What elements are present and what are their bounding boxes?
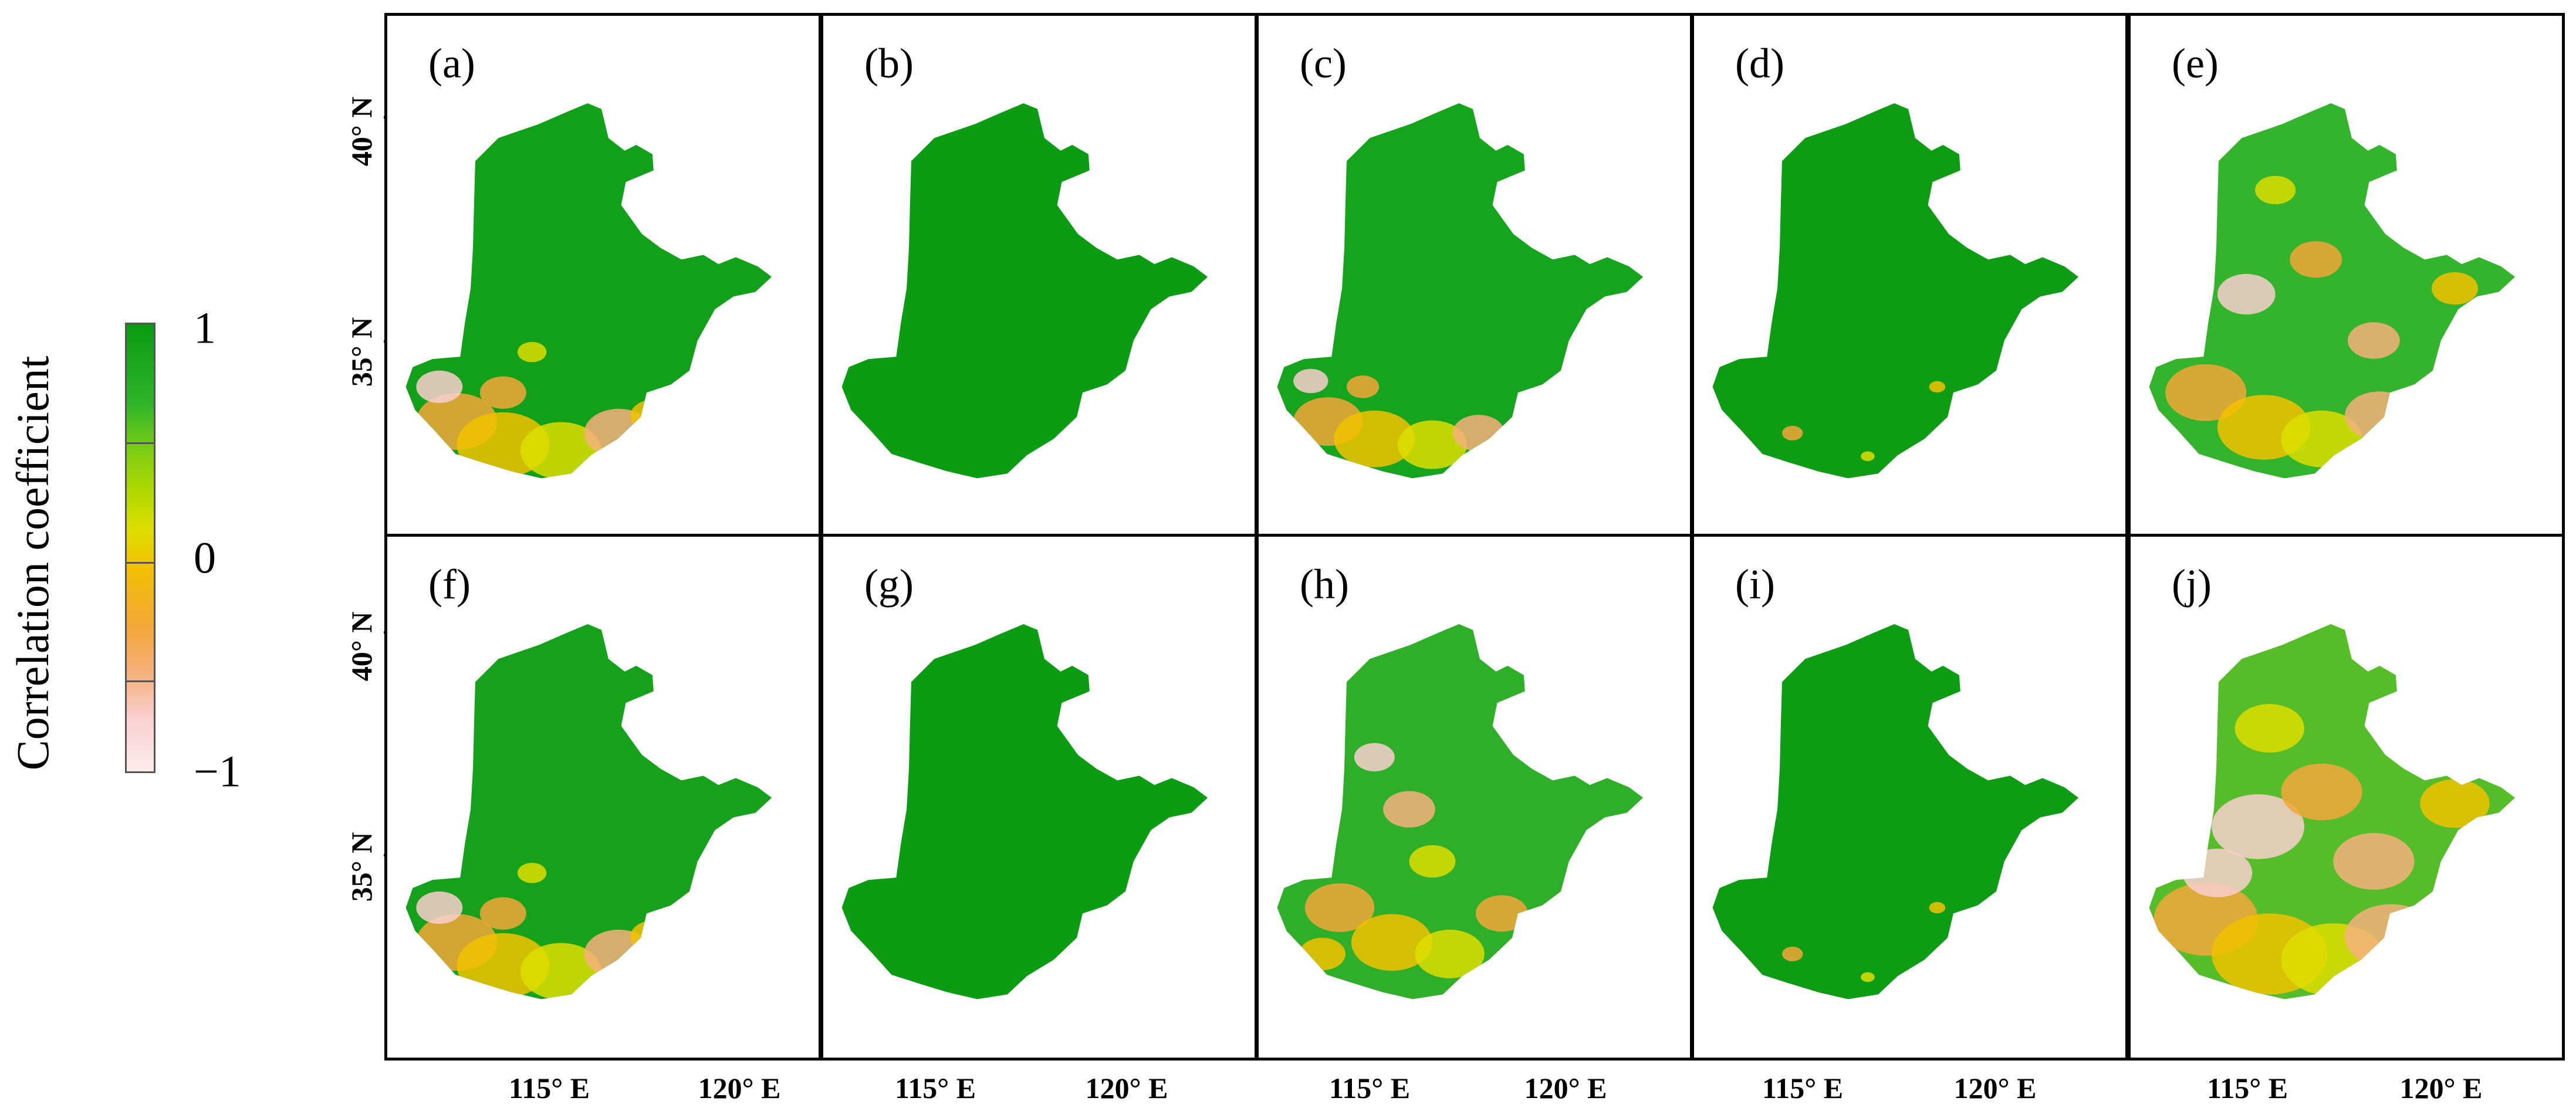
correlation-patch xyxy=(1397,420,1468,469)
colorbar-label-max: 1 xyxy=(194,303,216,353)
correlation-patch xyxy=(517,862,547,883)
colorbar-label-zero: 0 xyxy=(194,533,216,583)
panel-label: (j) xyxy=(2172,561,2212,608)
correlation-patch xyxy=(2217,274,2276,315)
correlation-patch xyxy=(1929,381,1946,393)
correlation-patch xyxy=(416,891,463,924)
correlation-patch xyxy=(479,376,526,409)
correlation-patch xyxy=(2182,848,2253,897)
colorbar-tick xyxy=(125,562,155,564)
lon-label-120e: 120° E xyxy=(1953,1072,2037,1105)
study-region xyxy=(1712,624,2079,1000)
correlation-patch xyxy=(1409,845,1456,878)
panel-label: (c) xyxy=(1300,40,1347,87)
correlation-patch xyxy=(1299,937,1346,970)
colorbar-label-min: −1 xyxy=(194,747,241,797)
correlation-patch xyxy=(1861,451,1875,462)
correlation-patch xyxy=(1351,914,1432,971)
correlation-patch xyxy=(2345,904,2438,970)
panel-label: (g) xyxy=(864,561,914,608)
correlation-patch xyxy=(1929,902,1946,914)
lon-label-115e: 115° E xyxy=(894,1072,976,1105)
correlation-patch xyxy=(2432,272,2478,305)
correlation-patch xyxy=(2255,175,2296,205)
map-panel: (b) xyxy=(820,13,1257,540)
map-panel: (f) xyxy=(384,534,822,1061)
correlation-patch xyxy=(2345,391,2415,441)
map-panel: (e) xyxy=(2128,13,2565,540)
correlation-patch xyxy=(1781,946,1803,961)
lon-label-115e: 115° E xyxy=(2206,1072,2288,1105)
panel-label: (e) xyxy=(2172,40,2219,87)
correlation-patch xyxy=(2420,779,2490,828)
map-panel: (i) xyxy=(1691,534,2128,1061)
correlation-patch xyxy=(2212,794,2304,859)
correlation-patch xyxy=(2165,364,2247,421)
correlation-patch xyxy=(1354,743,1395,772)
correlation-patch xyxy=(1304,883,1375,932)
correlation-patch xyxy=(630,920,677,953)
correlation-patch xyxy=(2281,763,2362,821)
correlation-patch xyxy=(1475,895,1528,932)
panel-label: (h) xyxy=(1300,561,1349,608)
region-map xyxy=(1277,103,1644,479)
correlation-patch xyxy=(1334,410,1415,467)
region-map xyxy=(1712,624,2079,1000)
panel-label: (b) xyxy=(864,40,914,87)
lon-label-120e: 120° E xyxy=(2399,1072,2483,1105)
region-map xyxy=(405,103,772,479)
lon-label-120e: 120° E xyxy=(1085,1072,1168,1105)
correlation-patch xyxy=(1861,972,1875,983)
lon-label-115e: 115° E xyxy=(1762,1072,1844,1105)
panel-label: (a) xyxy=(428,40,475,87)
correlation-patch xyxy=(2347,322,2400,359)
region-map xyxy=(405,624,772,1000)
region-map xyxy=(841,624,1208,1000)
map-panel: (h) xyxy=(1256,534,1693,1061)
correlation-patch xyxy=(630,399,677,432)
correlation-patch xyxy=(1293,368,1328,394)
map-panel: (d) xyxy=(1691,13,2128,540)
correlation-patch xyxy=(584,929,654,978)
map-panel: (c) xyxy=(1256,13,1693,540)
region-map xyxy=(2149,103,2516,479)
correlation-patch xyxy=(1781,425,1803,441)
correlation-patch xyxy=(416,370,463,404)
correlation-patch xyxy=(2290,241,2342,278)
colorbar-tick xyxy=(125,442,155,444)
region-map xyxy=(2149,624,2516,1000)
region-map xyxy=(1277,624,1644,1000)
correlation-patch xyxy=(1415,929,1485,978)
correlation-patch xyxy=(584,408,654,458)
colorbar-tick xyxy=(125,680,155,682)
correlation-patch xyxy=(2333,833,2415,890)
study-region xyxy=(841,624,1208,1000)
colorbar xyxy=(125,323,155,773)
lon-label-120e: 120° E xyxy=(698,1072,781,1105)
map-panel: (a) xyxy=(384,13,822,540)
lon-label-115e: 115° E xyxy=(508,1072,590,1105)
correlation-patch xyxy=(517,341,547,362)
region-map xyxy=(1712,103,2079,479)
study-region xyxy=(841,103,1208,479)
panel-label: (f) xyxy=(428,561,471,608)
map-panel: (j) xyxy=(2128,534,2565,1061)
study-region xyxy=(1712,103,2079,479)
panel-label: (d) xyxy=(1735,40,1784,87)
correlation-patch xyxy=(1452,415,1505,452)
panel-label: (i) xyxy=(1735,561,1775,608)
correlation-patch xyxy=(2234,704,2304,753)
correlation-patch xyxy=(1383,791,1435,828)
region-map xyxy=(841,103,1208,479)
correlation-patch xyxy=(1346,375,1380,398)
map-panel: (g) xyxy=(820,534,1257,1061)
lon-label-115e: 115° E xyxy=(1328,1072,1411,1105)
lon-label-120e: 120° E xyxy=(1524,1072,1607,1105)
correlation-patch xyxy=(479,897,526,930)
